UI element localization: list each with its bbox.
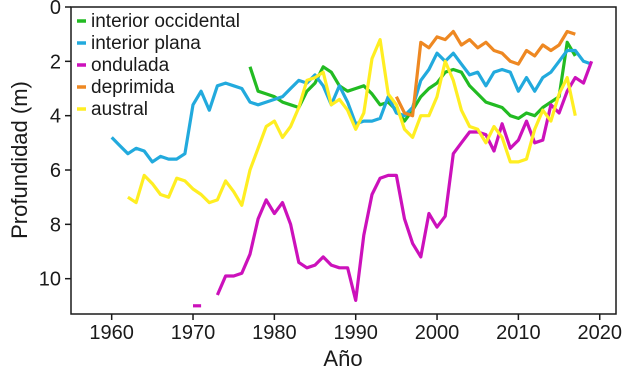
x-tick-label: 2010 xyxy=(496,322,541,344)
x-tick-label: 2020 xyxy=(577,322,622,344)
legend-label-deprimida: deprimida xyxy=(91,77,175,98)
x-axis-ticks: 1960 1970 1980 1990 2000 2010 2020 xyxy=(89,314,622,344)
legend-label-interior-occidental: interior occidental xyxy=(91,11,240,32)
y-axis-title: Profundidad (m) xyxy=(7,81,32,239)
plot-area-frame xyxy=(70,6,617,315)
y-tick-label: 0 xyxy=(50,0,61,19)
y-axis-ticks: 0 2 4 6 8 10 xyxy=(39,0,71,291)
series-layer xyxy=(110,29,594,308)
x-tick-label: 2000 xyxy=(415,322,460,344)
legend-label-austral: austral xyxy=(91,99,148,120)
y-tick-label: 8 xyxy=(50,214,61,236)
y-tick-label: 2 xyxy=(50,51,61,73)
x-tick-label: 1970 xyxy=(171,322,216,344)
x-tick-label: 1990 xyxy=(333,322,378,344)
y-tick-label: 4 xyxy=(50,106,61,128)
y-tick-label: 6 xyxy=(50,160,61,182)
y-tick-label: 10 xyxy=(39,269,61,291)
series-line-interior-plana xyxy=(110,48,593,164)
x-axis-title: Año xyxy=(323,346,362,371)
series-line-austral xyxy=(127,38,577,207)
legend-label-interior-plana: interior plana xyxy=(91,33,201,54)
x-tick-label: 1960 xyxy=(89,322,134,344)
series-line-deprimida xyxy=(394,29,576,118)
series-line-ondulada-seg1 xyxy=(215,60,594,302)
legend-label-ondulada: ondulada xyxy=(91,55,170,76)
x-tick-label: 1980 xyxy=(252,322,297,344)
